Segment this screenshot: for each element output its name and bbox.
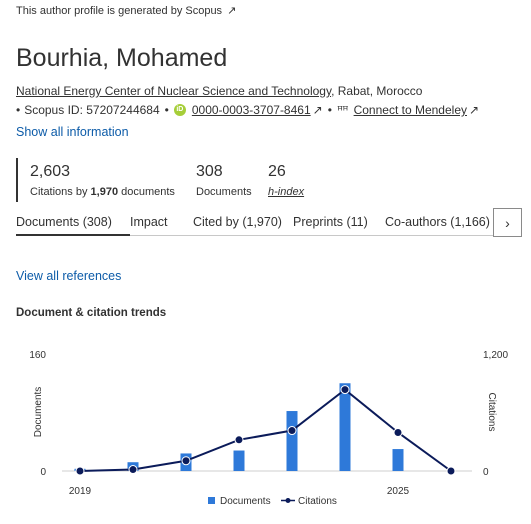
legend-citations-marker xyxy=(285,498,291,503)
right-axis-label: Citations xyxy=(486,393,497,432)
documents-bar-2025[interactable] xyxy=(392,449,404,471)
documents-label: Documents xyxy=(196,186,252,198)
trends-title: Document & citation trends xyxy=(16,307,167,319)
tab-cited-by[interactable]: Cited by (1,970) xyxy=(193,215,282,229)
document-citation-chart: 160 0 1,200 0 Documents Citations 2019 20… xyxy=(29,350,508,507)
affiliation-location: , Rabat, Morocco xyxy=(331,84,423,98)
legend-documents-label: Documents xyxy=(220,496,271,507)
documents-bar-2024[interactable] xyxy=(339,383,351,471)
orcid-link[interactable]: 0000-0003-3707-8461 xyxy=(191,103,311,117)
scopus-id: Scopus ID: 57207244684 xyxy=(24,103,160,117)
citations-label-suffix: documents xyxy=(118,186,175,198)
citations-point-2021[interactable] xyxy=(181,456,191,466)
metrics-panel: 2,603 Citations by 1,970 documents 308 D… xyxy=(16,158,316,202)
documents-bar-2023[interactable] xyxy=(286,411,298,471)
citations-line xyxy=(79,388,452,472)
right-axis-tick-bottom: 0 xyxy=(483,467,489,478)
documents-value: 308 xyxy=(196,163,223,180)
bullet: • xyxy=(16,103,21,117)
metric-documents: 308 Documents xyxy=(184,158,256,202)
citations-point-2020[interactable] xyxy=(128,465,138,475)
tabs-next-button[interactable]: › xyxy=(493,208,522,237)
h-index-link[interactable]: h-index xyxy=(268,186,305,198)
x-tick-label-2025: 2025 xyxy=(387,486,410,497)
citations-label-prefix: Citations by xyxy=(30,186,91,198)
external-link-icon[interactable]: ↗ xyxy=(227,5,237,17)
author-name: Bourhia, Mohamed xyxy=(16,44,228,72)
citations-point-2024[interactable] xyxy=(340,385,350,395)
mendeley-icon: ꟸꟸ xyxy=(336,104,349,117)
orcid-icon: iD xyxy=(173,104,186,116)
citations-point-2022[interactable] xyxy=(234,435,244,445)
citations-point-2023[interactable] xyxy=(287,426,297,436)
citations-point-2019[interactable] xyxy=(75,466,85,476)
view-all-references-link[interactable]: View all references xyxy=(16,269,122,283)
tab-co-authors[interactable]: Co-authors (1,166) xyxy=(385,215,490,229)
tab-preprints[interactable]: Preprints (11) xyxy=(293,215,368,229)
bullet: • xyxy=(327,103,332,117)
x-tick-label-2019: 2019 xyxy=(69,486,92,497)
profile-notice: This author profile is generated by Scop… xyxy=(16,4,236,17)
author-affiliation: National Energy Center of Nuclear Scienc… xyxy=(16,84,422,98)
chart-legend: Documents Citations xyxy=(208,496,337,507)
legend-citations-label: Citations xyxy=(298,496,337,507)
citations-value: 2,603 xyxy=(30,163,71,180)
metric-citations: 2,603 Citations by 1,970 documents xyxy=(18,158,184,202)
tab-impact[interactable]: Impact xyxy=(130,215,168,229)
affiliation-link[interactable]: National Energy Center of Nuclear Scienc… xyxy=(16,84,332,98)
external-link-icon[interactable]: ↗ xyxy=(469,103,480,117)
chevron-right-icon: › xyxy=(505,214,510,231)
documents-bar-2022[interactable] xyxy=(233,450,245,471)
notice-text: This author profile is generated by Scop… xyxy=(16,5,223,17)
profile-tabs: Documents (308) Impact Cited by (1,970) … xyxy=(16,208,493,236)
left-axis-tick-bottom: 0 xyxy=(40,467,46,478)
right-axis-tick-top: 1,200 xyxy=(483,350,508,361)
legend-documents-swatch xyxy=(208,497,215,504)
show-all-information-link[interactable]: Show all information xyxy=(16,125,129,139)
citations-point-2025[interactable] xyxy=(393,427,403,437)
left-axis-tick-top: 160 xyxy=(29,350,46,361)
citations-point-2026[interactable] xyxy=(446,466,456,476)
author-identifiers: • Scopus ID: 57207244684 • iD 0000-0003-… xyxy=(16,103,479,117)
tab-documents[interactable]: Documents (308) xyxy=(16,208,130,236)
left-axis-label: Documents xyxy=(33,387,44,438)
external-link-icon[interactable]: ↗ xyxy=(312,103,323,117)
h-index-value: 26 xyxy=(268,163,286,180)
citations-label: Citations by 1,970 documents xyxy=(30,186,184,198)
connect-mendeley-link[interactable]: Connect to Mendeley xyxy=(353,103,467,117)
citing-docs-count: 1,970 xyxy=(90,186,119,198)
bullet: • xyxy=(164,103,169,117)
metric-h-index: 26 h-index xyxy=(256,158,316,202)
